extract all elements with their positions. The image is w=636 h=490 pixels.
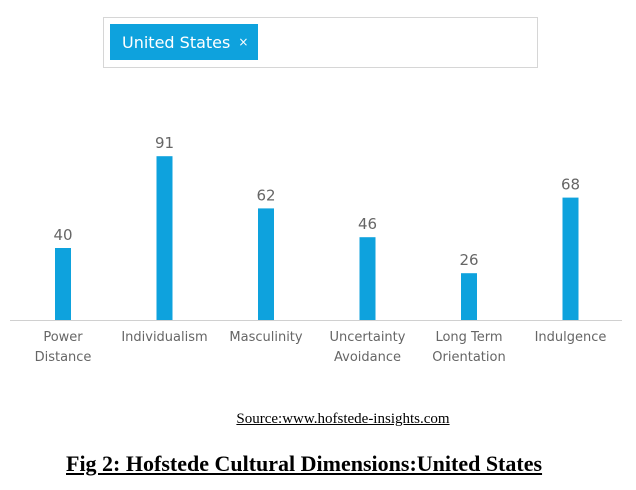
category-label: Individualism: [121, 330, 207, 345]
category-label: Uncertainty: [330, 330, 406, 345]
bar: [359, 237, 376, 320]
country-tag-label: United States: [122, 32, 231, 52]
bar: [156, 156, 173, 320]
category-label: Indulgence: [535, 330, 607, 345]
category-label: Distance: [35, 350, 92, 365]
category-label: Avoidance: [334, 350, 401, 365]
bar-value-label: 46: [358, 215, 377, 233]
bar: [55, 248, 71, 320]
bar-chart: 40 Power Distance 91 Individualism 62 Masculin…: [10, 134, 622, 365]
country-tag[interactable]: United States ×: [110, 24, 259, 60]
category-label: Masculinity: [229, 330, 303, 345]
bar: [258, 208, 274, 320]
category-label: Power: [43, 330, 83, 345]
category-label: Orientation: [432, 350, 505, 365]
bar-value-label: 26: [459, 251, 478, 269]
source-caption: Source:www.hofstede-insights.com: [236, 411, 450, 427]
bar: [562, 197, 579, 320]
bar-value-label: 40: [53, 226, 72, 244]
figure-caption: Fig 2: Hofstede Cultural Dimensions:Unit…: [66, 451, 543, 476]
bar-value-label: 62: [256, 186, 275, 204]
close-icon[interactable]: ×: [238, 35, 249, 49]
country-selector[interactable]: United States ×: [103, 17, 538, 68]
bar-value-label: 68: [561, 176, 580, 194]
bar-value-label: 91: [155, 134, 174, 152]
category-label: Long Term: [435, 330, 502, 345]
bar: [461, 273, 477, 320]
